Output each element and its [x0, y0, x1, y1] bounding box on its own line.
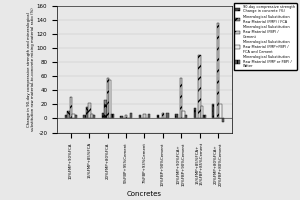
Legend: 90-day compressive strength
Change in concrete (%), Mineralogical Substitution
R: 90-day compressive strength Change in co…: [234, 3, 297, 70]
Bar: [217, 23, 219, 118]
Bar: [111, 114, 114, 118]
Bar: [201, 106, 203, 118]
Bar: [125, 115, 127, 118]
Bar: [194, 108, 196, 118]
Bar: [185, 115, 187, 118]
Bar: [93, 115, 95, 118]
Bar: [222, 118, 224, 122]
Bar: [162, 113, 164, 118]
X-axis label: Concretes: Concretes: [127, 191, 162, 197]
Bar: [86, 107, 88, 118]
Bar: [70, 97, 72, 118]
Bar: [130, 113, 132, 118]
Bar: [74, 115, 77, 118]
Bar: [180, 78, 182, 118]
Bar: [91, 114, 93, 118]
Bar: [203, 115, 206, 118]
Y-axis label: Change in 90-day compressive strength and mineralogical
substitution raw materia: Change in 90-day compressive strength an…: [27, 7, 35, 131]
Bar: [109, 80, 111, 118]
Bar: [72, 114, 74, 118]
Bar: [65, 115, 67, 118]
Bar: [67, 111, 70, 118]
Bar: [212, 104, 214, 118]
Bar: [104, 100, 106, 118]
Bar: [148, 114, 151, 118]
Bar: [88, 103, 91, 118]
Bar: [120, 116, 122, 118]
Bar: [219, 104, 222, 118]
Bar: [139, 115, 141, 118]
Bar: [182, 111, 185, 118]
Bar: [106, 78, 109, 118]
Bar: [199, 55, 201, 118]
Bar: [102, 113, 104, 118]
Bar: [175, 114, 178, 118]
Bar: [157, 115, 159, 118]
Bar: [143, 114, 146, 118]
Bar: [83, 115, 86, 118]
Bar: [167, 113, 169, 118]
